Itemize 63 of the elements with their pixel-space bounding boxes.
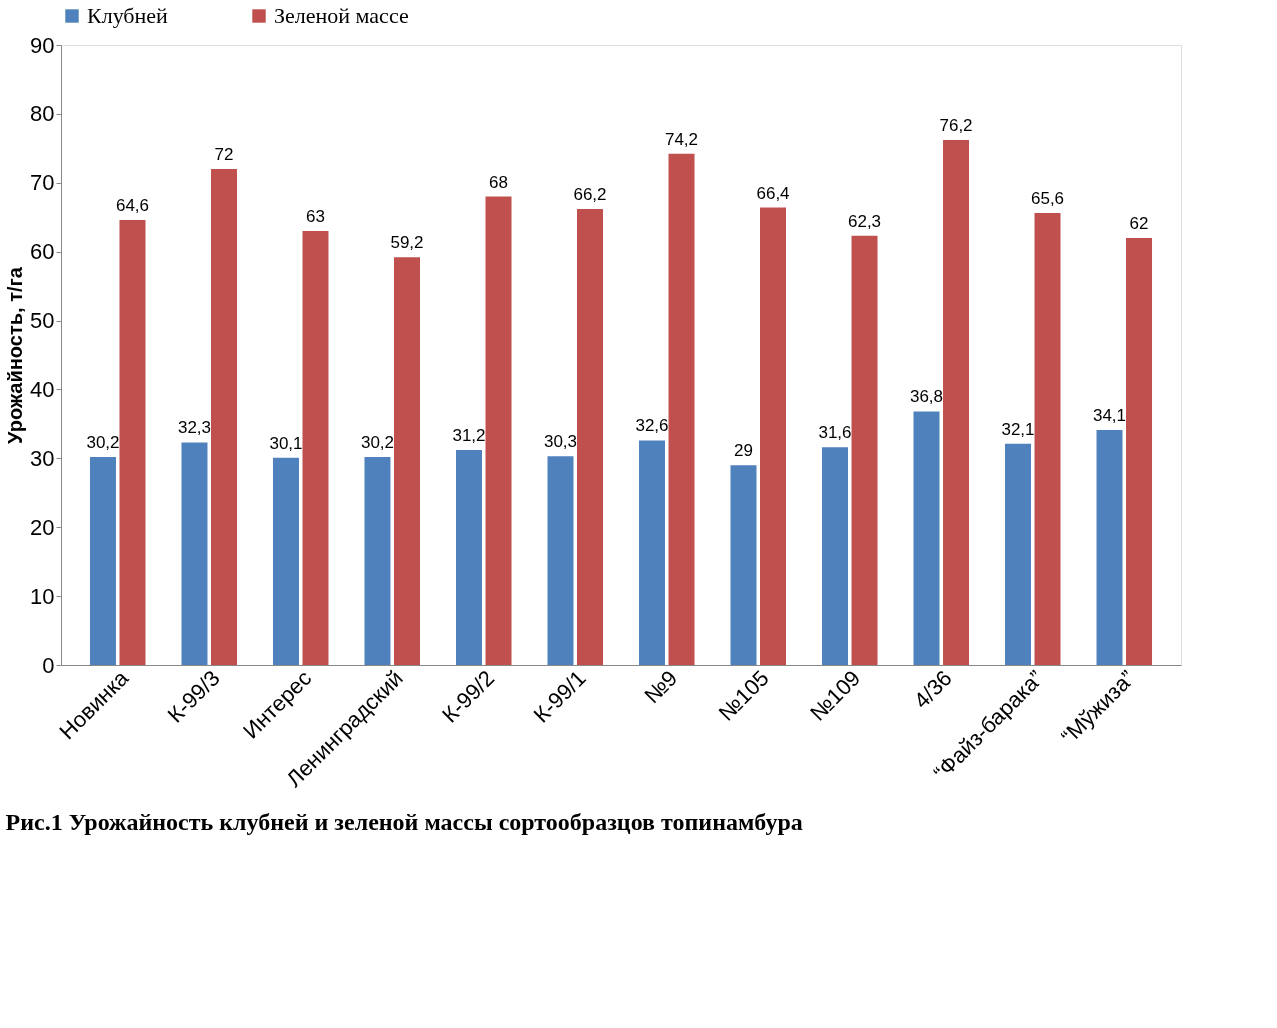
data-label: 62 (1129, 213, 1149, 233)
y-tick-label: 10 (30, 583, 55, 609)
bar (668, 153, 695, 665)
bar (272, 457, 299, 665)
bar (364, 456, 391, 665)
legend-label: Клубней (87, 3, 169, 28)
data-label: 29 (734, 441, 753, 461)
data-label: 30,1 (269, 433, 303, 453)
y-tick-label: 70 (30, 170, 55, 196)
bar (119, 219, 146, 665)
data-label: 30,2 (86, 432, 120, 452)
bar (943, 140, 970, 665)
data-label: 62,3 (847, 211, 882, 231)
bar (89, 456, 116, 665)
data-label: 34,1 (1092, 406, 1127, 426)
bar (730, 465, 757, 665)
bar (1126, 237, 1153, 665)
data-label: 76,2 (939, 116, 973, 136)
data-label: 65,6 (1030, 189, 1065, 209)
bar (760, 207, 787, 665)
y-tick-label: 0 (42, 652, 55, 678)
bar (455, 450, 482, 665)
y-tick-label: 50 (30, 308, 55, 334)
bar (1096, 430, 1123, 665)
legend-label: Зеленой массе (274, 3, 409, 28)
data-label: 63 (306, 207, 325, 226)
y-tick-label: 60 (30, 239, 55, 265)
data-label: 32,1 (1001, 419, 1035, 439)
data-label: 36,8 (909, 387, 944, 407)
data-label: 68 (489, 172, 508, 192)
bar (181, 442, 208, 665)
data-label: 32,6 (635, 416, 669, 436)
bar (1034, 213, 1061, 665)
bar (913, 411, 940, 665)
data-label: 31,6 (818, 423, 852, 443)
bar (302, 231, 329, 665)
bar (547, 456, 574, 665)
bar (210, 169, 237, 665)
bar (851, 235, 878, 665)
y-tick-label: 40 (30, 376, 55, 402)
data-label: 74,2 (664, 129, 699, 149)
bar (638, 440, 665, 665)
data-label: 72 (214, 145, 234, 164)
bar (485, 196, 512, 665)
y-tick-label: 80 (30, 101, 55, 127)
bar (822, 447, 848, 665)
bar (394, 257, 420, 665)
bar (577, 208, 604, 665)
data-label: 30,2 (360, 432, 395, 452)
data-label: 66,4 (756, 183, 790, 203)
data-label: 31,2 (452, 426, 486, 446)
data-label: 30,3 (543, 432, 578, 452)
data-label: 64,6 (115, 195, 150, 215)
y-tick-label: 20 (30, 514, 55, 540)
data-label: 66,2 (573, 184, 607, 204)
y-axis-title: Урожайность, т/га (4, 266, 27, 444)
bar (1005, 443, 1032, 665)
y-tick-label: 90 (30, 32, 55, 58)
x-tick-label: №9 (639, 665, 683, 709)
text: Рис.1 Урожайность клубней и зеленой массы сортообразцов топинамбура (5, 808, 803, 835)
data-label: 32,3 (177, 418, 212, 438)
data-label: 59,2 (390, 233, 424, 253)
y-tick-label: 30 (30, 445, 55, 471)
